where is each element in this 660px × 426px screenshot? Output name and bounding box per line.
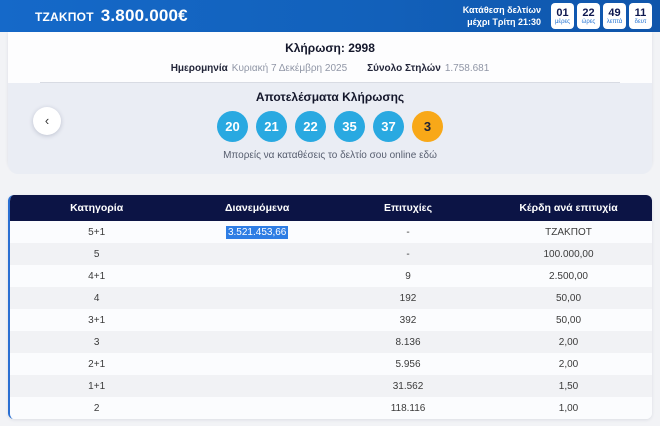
- prize-cell: 50,00: [556, 292, 582, 304]
- prize-cell: 50,00: [556, 314, 582, 326]
- online-link[interactable]: εδώ: [419, 150, 437, 161]
- jackpot-title: ΤΖΑΚΠΟΤ 3.800.000€: [35, 6, 188, 26]
- distributed-cell: 3.521.453,66: [183, 225, 331, 239]
- column-header-1: Διανεμόμενα: [225, 202, 290, 214]
- columns-label: Σύνολο Στηλών: [367, 63, 441, 74]
- winning-number-ball: 22: [295, 111, 326, 142]
- prize-cell: 1,50: [558, 380, 579, 392]
- category-cell: 4: [93, 292, 100, 304]
- winners-cell: 9: [405, 270, 411, 282]
- draw-number-title: Κλήρωση: 2998: [285, 41, 375, 55]
- chevron-left-icon: ‹: [44, 113, 50, 128]
- column-header-0: Κατηγορία: [70, 202, 124, 214]
- category-cell: 3+1: [88, 314, 106, 326]
- table-row: 4+1 9 2.500,00: [10, 265, 652, 287]
- countdown-seconds-value: 11: [634, 6, 647, 19]
- table-row: 2+1 5.956 2,00: [10, 353, 652, 375]
- table-row: 5+1 3.521.453,66 - ΤΖΑΚΠΟΤ: [10, 221, 652, 243]
- online-note: Μπορείς να καταθέσεις το δελτίο σου onli…: [8, 150, 652, 161]
- category-cell: 3: [93, 336, 100, 348]
- prize-cell: 1,00: [558, 402, 579, 414]
- winning-number-ball: 21: [256, 111, 287, 142]
- winning-numbers: 20 21 22 35 37 3: [8, 111, 652, 142]
- date-label: Ημερομηνία: [170, 63, 228, 74]
- prize-cell: 2.500,00: [549, 270, 588, 282]
- winners-cell: 5.956: [395, 358, 421, 370]
- results-title: Αποτελέσματα Κλήρωσης: [255, 90, 405, 104]
- countdown-minutes: 49 λεπτά: [603, 3, 626, 29]
- category-cell: 2+1: [88, 358, 106, 370]
- date-value: Κυριακή 7 Δεκέμβρη 2025: [231, 63, 348, 74]
- winning-number-ball: 35: [334, 111, 365, 142]
- countdown-hours-value: 22: [582, 6, 595, 19]
- countdown-seconds: 11 δευτ: [629, 3, 652, 29]
- countdown-timer: 01 μέρες 22 ώρες 49 λεπτά 11 δευτ: [551, 3, 652, 29]
- countdown-minutes-value: 49: [608, 6, 621, 19]
- jackpot-bar: ΤΖΑΚΠΟΤ 3.800.000€ Κατάθεση δελτίων μέχρ…: [0, 0, 660, 32]
- jackpot-label: ΤΖΑΚΠΟΤ: [35, 10, 94, 24]
- countdown-seconds-unit: δευτ: [634, 18, 647, 25]
- category-cell: 5: [93, 248, 100, 260]
- column-header-3: Κέρδη ανά επιτυχία: [519, 202, 618, 214]
- table-row: 5 - 100.000,00: [10, 243, 652, 265]
- countdown-hours-unit: ώρες: [581, 18, 596, 25]
- results-section: Αποτελέσματα Κλήρωσης 20 21 22 35 37 3 Μπορεί…: [8, 83, 652, 174]
- total-columns: Σύνολο Στηλών 1.758.681: [367, 63, 489, 74]
- countdown-days: 01 μέρες: [551, 3, 574, 29]
- countdown-days-value: 01: [556, 6, 569, 19]
- prize-cell: 100.000,00: [543, 248, 594, 260]
- prize-cell: 2,00: [558, 336, 579, 348]
- table-row: 3+1 392 50,00: [10, 309, 652, 331]
- draw-results-card: Κλήρωση: 2998 Ημερομηνία Κυριακή 7 Δεκέμ…: [8, 32, 652, 174]
- winners-cell: 118.116: [390, 402, 426, 414]
- table-header-row: Κατηγορία Διανεμόμενα Επιτυχίες Κέρδη ανά ε…: [10, 195, 652, 221]
- table-body: 5+1 3.521.453,66 - ΤΖΑΚΠΟΤ 5 - 100.000,00 4+1 9 2…: [10, 221, 652, 419]
- prize-cell: ΤΖΑΚΠΟΤ: [545, 226, 592, 238]
- table-row: 4 192 50,00: [10, 287, 652, 309]
- winners-cell: 192: [399, 292, 417, 304]
- winners-cell: 392: [399, 314, 417, 326]
- winning-number-ball: 37: [373, 111, 404, 142]
- distributed-value-selected: 3.521.453,66: [225, 225, 289, 239]
- category-cell: 5+1: [88, 226, 106, 238]
- columns-value: 1.758.681: [444, 63, 490, 74]
- jackpot-amount: 3.800.000€: [100, 6, 188, 25]
- online-note-text: Μπορείς να καταθέσεις το δελτίο σου onli…: [223, 150, 417, 161]
- category-cell: 4+1: [88, 270, 106, 282]
- table-row: 2 118.116 1,00: [10, 397, 652, 419]
- prize-cell: 2,00: [558, 358, 579, 370]
- deadline-line1: Κατάθεση δελτίων: [462, 4, 541, 15]
- table-row: 1+1 31.562 1,50: [10, 375, 652, 397]
- carousel-prev-button[interactable]: ‹: [33, 107, 61, 135]
- bonus-number-ball: 3: [412, 111, 443, 142]
- countdown-minutes-unit: λεπτά: [606, 18, 623, 25]
- divider: [40, 82, 620, 83]
- winners-cell: -: [406, 226, 410, 238]
- winnings-table: Κατηγορία Διανεμόμενα Επιτυχίες Κέρδη ανά ε…: [8, 195, 652, 419]
- countdown-days-unit: μέρες: [554, 18, 571, 25]
- table-row: 3 8.136 2,00: [10, 331, 652, 353]
- deadline-area: Κατάθεση δελτίων μέχρι Τρίτη 21:30 01 μέρ…: [463, 3, 652, 29]
- winning-number-ball: 20: [217, 111, 248, 142]
- category-cell: 1+1: [88, 380, 106, 392]
- countdown-hours: 22 ώρες: [577, 3, 600, 29]
- draw-info-row: Ημερομηνία Κυριακή 7 Δεκέμβρη 2025 Σύνολ…: [8, 63, 652, 74]
- winners-cell: -: [406, 248, 410, 260]
- winners-cell: 31.562: [392, 380, 424, 392]
- winners-cell: 8.136: [395, 336, 421, 348]
- deadline-text: Κατάθεση δελτίων μέχρι Τρίτη 21:30: [463, 4, 541, 28]
- category-cell: 2: [93, 402, 100, 414]
- deadline-line2: μέχρι Τρίτη 21:30: [467, 17, 541, 27]
- draw-date: Ημερομηνία Κυριακή 7 Δεκέμβρη 2025: [171, 63, 347, 74]
- column-header-2: Επιτυχίες: [383, 202, 433, 214]
